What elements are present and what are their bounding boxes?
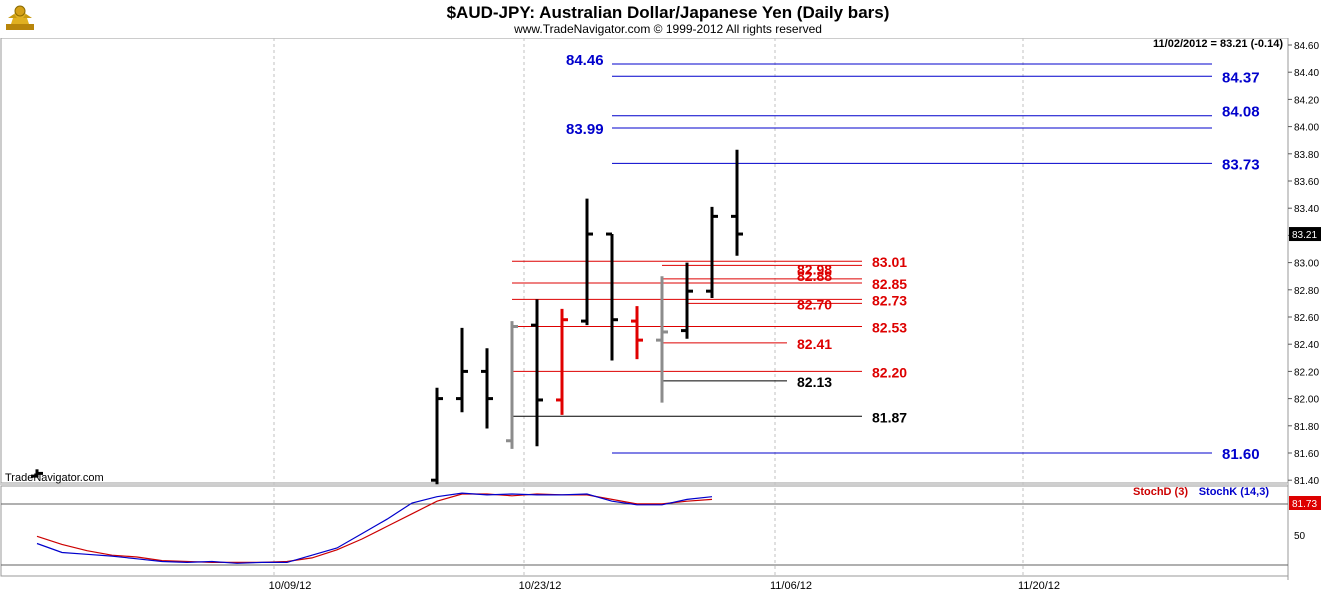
level-label: 82.13: [797, 374, 832, 390]
level-label: 82.98: [797, 261, 832, 277]
ohlc-bar: [631, 306, 643, 360]
ohlc-bar: [31, 469, 43, 478]
level-label: 82.20: [872, 364, 907, 380]
y-tick-label: 83.00: [1294, 259, 1319, 270]
price-bars: [31, 149, 743, 485]
last-quote: 11/02/2012 = 83.21 (-0.14): [1153, 38, 1283, 50]
y-tick-label: 82.00: [1294, 395, 1319, 406]
ohlc-bar: [556, 308, 568, 415]
ohlc-bar: [456, 327, 468, 413]
y-tick-label: 81.80: [1294, 422, 1319, 433]
y-tick-label: 81.60: [1294, 449, 1319, 460]
y-tick-label: 82.20: [1294, 367, 1319, 378]
last-price-tag: [1289, 227, 1321, 242]
ohlc-bar: [531, 299, 543, 447]
level-label: 82.53: [872, 320, 907, 336]
trade-navigator-logo-icon: [6, 5, 34, 30]
chart-title: $AUD-JPY: Australian Dollar/Japanese Yen…: [446, 3, 890, 22]
ohlc-bar: [731, 149, 743, 256]
level-label: 84.08: [1222, 104, 1260, 121]
y-tick-label: 83.80: [1294, 150, 1319, 161]
chart-header: $AUD-JPY: Australian Dollar/Japanese Yen…: [0, 0, 1336, 38]
watermark: TradeNavigator.com: [5, 472, 104, 484]
x-tick-label: 10/23/12: [519, 580, 562, 592]
ohlc-bar: [481, 348, 493, 429]
y-tick-label: 81.40: [1294, 476, 1319, 487]
ohlc-bar: [606, 232, 618, 361]
stochastic-y-tick: 50: [1294, 531, 1306, 542]
stochastic-series-line: [36, 492, 713, 564]
level-label: 82.70: [797, 296, 832, 312]
level-label: 84.37: [1222, 69, 1260, 86]
ohlc-bar: [681, 262, 693, 339]
ohlc-bar: [656, 276, 668, 403]
y-tick-label: 82.80: [1294, 286, 1319, 297]
level-label: 83.73: [1222, 156, 1260, 173]
x-tick-label: 10/09/12: [269, 580, 312, 592]
ohlc-bar: [431, 387, 443, 485]
ohlc-bar: [706, 206, 718, 298]
stochastic-panel: StochD (3) StochK (14,3) 50 81.73: [36, 486, 1321, 564]
y-tick-label: 82.40: [1294, 340, 1319, 351]
level-label: 84.46: [566, 52, 604, 69]
stochastic-last-label: 81.73: [1292, 499, 1317, 510]
level-label: 83.99: [566, 121, 604, 138]
y-tick-label: 83.60: [1294, 177, 1319, 188]
level-label: 82.88: [797, 268, 832, 284]
legend-stochk: StochK (14,3): [1199, 486, 1270, 498]
level-label: 82.41: [797, 336, 832, 352]
chart-frame: [0, 37, 1289, 580]
y-tick-label: 84.60: [1294, 41, 1319, 52]
price-levels: 84.46 84.37 84.08 83.99 83.73 83.01 82.9882.88…: [512, 52, 1260, 463]
y-tick-label: 83.40: [1294, 204, 1319, 215]
level-label: 83.01: [872, 254, 907, 270]
chart-subtitle: www.TradeNavigator.com © 1999-2012 All r…: [514, 22, 822, 36]
y-tick-label: 84.00: [1294, 123, 1319, 134]
y-tick-label: 82.60: [1294, 313, 1319, 324]
y-tick-label: 84.20: [1294, 95, 1319, 106]
x-tick-label: 11/06/12: [770, 580, 812, 592]
y-tick-label: 84.40: [1294, 68, 1319, 79]
level-label: 81.87: [872, 409, 907, 425]
grid-lines: [273, 38, 1024, 576]
level-label: 82.85: [872, 276, 907, 292]
legend-stochd: StochD (3): [1133, 486, 1188, 498]
ohlc-bar: [506, 321, 518, 449]
last-price-label: 83.21: [1292, 230, 1317, 241]
axis-labels: 10/09/12 10/23/12 11/06/12 11/20/12 84.60 84.…: [5, 38, 1321, 592]
level-label: 81.60: [1222, 446, 1260, 463]
level-label: 82.73: [872, 292, 907, 308]
stochastic-last-tag: [1289, 496, 1321, 510]
ohlc-bar: [581, 198, 593, 326]
x-tick-label: 11/20/12: [1018, 580, 1060, 592]
